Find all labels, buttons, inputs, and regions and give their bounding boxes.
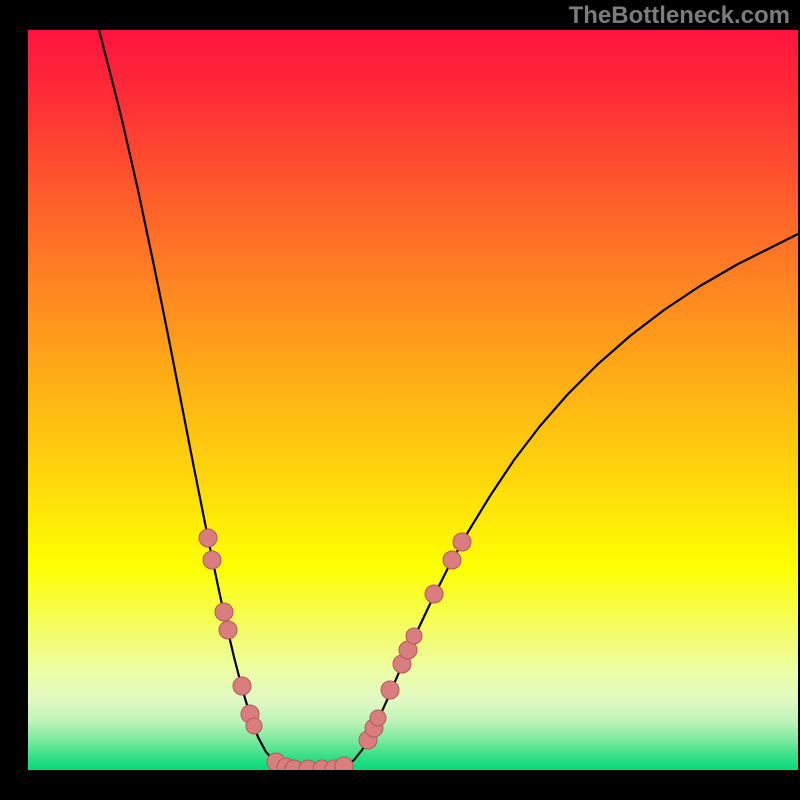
data-marker (219, 621, 237, 639)
watermark-text: TheBottleneck.com (569, 2, 790, 30)
data-marker (246, 718, 262, 734)
data-marker (370, 710, 386, 726)
data-marker (233, 677, 251, 695)
gradient-background (28, 30, 798, 770)
data-marker (335, 757, 353, 770)
data-marker (453, 533, 471, 551)
data-marker (215, 603, 233, 621)
data-marker (203, 551, 221, 569)
data-marker (425, 585, 443, 603)
data-marker (443, 551, 461, 569)
data-marker (406, 628, 422, 644)
data-marker (381, 681, 399, 699)
bottleneck-chart-svg (28, 30, 798, 770)
data-marker (199, 529, 217, 547)
plot-area (28, 30, 798, 770)
chart-frame: TheBottleneck.com (0, 0, 800, 800)
